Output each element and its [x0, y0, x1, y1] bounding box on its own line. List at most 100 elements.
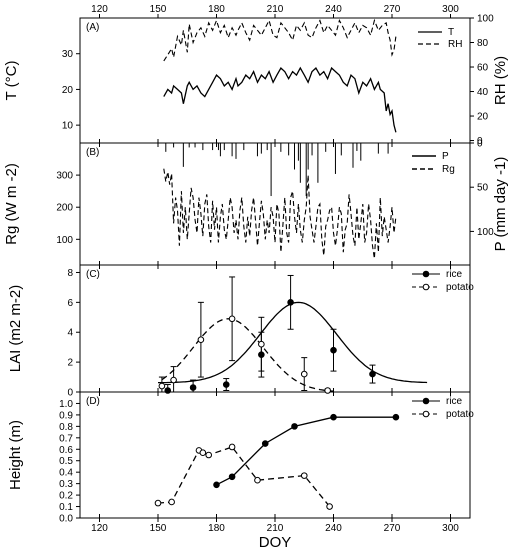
y-left-tick-label: 0.1 — [59, 502, 73, 513]
x-bottom-tick-label: 210 — [267, 523, 284, 534]
y-right-tick-label: 100 — [477, 14, 494, 25]
data-point-potato — [228, 315, 236, 323]
legend-label-potato-d: potato — [446, 409, 474, 420]
y-left-tick-label: 100 — [56, 235, 73, 246]
y-left-tick-label: 200 — [56, 203, 73, 214]
y-left-tick-label: 0.4 — [59, 468, 73, 479]
y-right-title-precip: P (mm day -1) — [492, 157, 509, 252]
y-left-tick-label: 4 — [67, 328, 73, 339]
legend-label-potato: potato — [446, 282, 474, 293]
data-point-rice — [261, 440, 269, 447]
legend-marker-rice-d-dot — [422, 397, 430, 405]
x-top-tick-label: 240 — [325, 4, 342, 15]
y-right-tick-label: 20 — [477, 112, 489, 123]
fit-curve-rice — [158, 301, 428, 384]
fit-curve-potato — [161, 318, 334, 392]
y-left-tick-label: 6 — [67, 298, 73, 309]
y-left-tick-label: 0.2 — [59, 491, 73, 502]
y-title-height: Height (m) — [7, 420, 24, 490]
data-point-potato — [228, 443, 236, 451]
legend-label-rg: Rg — [442, 164, 455, 175]
y-right-tick-label: 50 — [477, 183, 489, 194]
y-right-tick-label: 60 — [477, 63, 489, 74]
data-point-rice — [189, 384, 197, 391]
y-right-tick-label: 0 — [477, 136, 483, 147]
y-left-tick-label: 0.3 — [59, 479, 73, 490]
series-line-temperature — [163, 66, 397, 133]
data-point-rice — [392, 413, 400, 421]
legend-marker-potato-d-dot — [422, 410, 430, 418]
data-point-rice — [228, 473, 236, 481]
x-top-tick-label: 180 — [208, 4, 225, 15]
data-point-potato — [170, 376, 177, 384]
y-left-tick-label: 1.0 — [59, 399, 73, 410]
legend-label-rice: rice — [446, 269, 463, 280]
y-left-tick-label: 0.6 — [59, 445, 73, 456]
series-line-rh — [163, 18, 397, 62]
data-point-potato — [168, 498, 175, 506]
data-point-potato — [324, 387, 331, 394]
x-bottom-tick-label: 300 — [442, 523, 459, 534]
y-left-tick-label: 300 — [56, 171, 73, 182]
y-left-tick-label: 30 — [62, 49, 74, 60]
y-left-tick-label: 0.9 — [59, 410, 73, 421]
data-point-potato — [326, 503, 333, 510]
data-point-potato — [258, 340, 265, 348]
legend-marker-rice-dot — [422, 270, 430, 278]
legend-label-rice-d: rice — [446, 396, 463, 407]
data-point-potato — [199, 449, 207, 457]
x-top-tick-label: 150 — [150, 4, 167, 15]
y-left-tick-label: 20 — [62, 85, 74, 96]
y-right-tick-label: 80 — [477, 38, 489, 49]
x-bottom-tick-label: 150 — [150, 523, 167, 534]
data-point-potato — [154, 499, 162, 507]
data-point-rice — [291, 423, 298, 430]
y-left-tick-label: 8 — [67, 268, 73, 279]
y-left-title-temperature: T (°C) — [3, 61, 20, 101]
panel-label-4: (D) — [86, 396, 100, 407]
y-left-tick-label: 0.0 — [59, 514, 73, 525]
data-point-rice — [369, 370, 376, 378]
x-top-tick-label: 270 — [384, 4, 401, 15]
legend-label-rh: RH — [448, 39, 462, 50]
data-point-rice — [330, 413, 337, 421]
data-point-rice — [287, 299, 294, 306]
data-point-potato — [300, 472, 308, 479]
x-bottom-tick-label: 240 — [325, 523, 342, 534]
data-point-potato — [158, 382, 166, 390]
y-left-tick-label: 10 — [62, 121, 74, 132]
x-bottom-tick-label: 180 — [208, 523, 225, 534]
data-point-rice — [213, 481, 220, 489]
y-right-tick-label: 0 — [477, 139, 483, 150]
data-point-potato — [300, 370, 308, 378]
data-point-potato — [254, 476, 261, 484]
y-title-lai: LAI (m2 m-2) — [7, 285, 24, 373]
y-left-tick-label: 0.8 — [59, 422, 73, 433]
y-right-tick-label: 100 — [477, 227, 494, 238]
x-top-tick-label: 300 — [442, 4, 459, 15]
legend-marker-potato-dot — [422, 283, 430, 291]
data-point-rice — [164, 387, 172, 394]
y-left-tick-label: 0 — [67, 388, 73, 399]
x-axis-title: DOY — [259, 534, 292, 550]
x-bottom-tick-label: 270 — [384, 523, 401, 534]
legend-label-p: P — [442, 151, 449, 162]
plot-frame-panel-3 — [79, 264, 471, 393]
data-point-rice — [330, 346, 337, 354]
y-left-tick-label: 0.5 — [59, 456, 73, 467]
x-top-tick-label: 210 — [267, 4, 284, 15]
y-left-tick-label: 2 — [67, 358, 73, 369]
plot-frame-panel-4 — [79, 391, 471, 519]
panel-label-3: (C) — [86, 269, 100, 280]
data-point-rice — [222, 381, 230, 388]
plot-frame-panel-2 — [79, 142, 471, 266]
data-point-potato — [205, 451, 212, 459]
y-left-title-rg: Rg (W m -2) — [3, 163, 20, 245]
panel-label-1: (A) — [86, 22, 99, 33]
panel-label-2: (B) — [86, 147, 99, 158]
y-left-tick-label: 0.7 — [59, 433, 73, 444]
data-point-potato — [197, 336, 205, 344]
x-top-tick-label: 120 — [91, 4, 108, 15]
x-bottom-tick-label: 120 — [91, 523, 108, 534]
